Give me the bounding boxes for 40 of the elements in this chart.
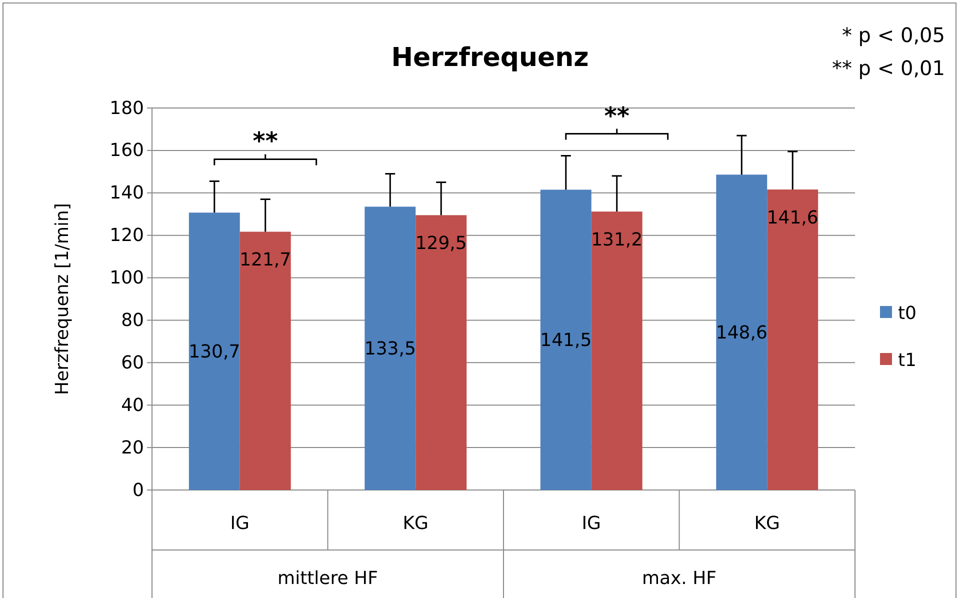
legend-label: t0 bbox=[898, 303, 917, 324]
chart-title: Herzfrequenz bbox=[391, 43, 589, 73]
bar bbox=[240, 232, 291, 490]
text: ** p < 0,01 bbox=[832, 56, 945, 80]
text: max. HF bbox=[642, 568, 717, 589]
y-tick-label: 40 bbox=[121, 394, 144, 416]
bar bbox=[591, 212, 642, 490]
x-tick-label: IG bbox=[582, 512, 602, 534]
data-label: 141,5 bbox=[540, 330, 592, 351]
legend-label: t1 bbox=[898, 350, 917, 371]
x-tick-label: IG bbox=[230, 512, 250, 534]
x-tick-label: KG bbox=[754, 512, 780, 534]
text: mittlere HF bbox=[278, 568, 378, 589]
data-label: 129,5 bbox=[415, 233, 467, 254]
y-tick-label: 120 bbox=[110, 225, 144, 246]
y-tick-label: 60 bbox=[121, 352, 144, 374]
data-label: 141,6 bbox=[766, 207, 818, 228]
y-tick-label: 100 bbox=[110, 268, 144, 289]
annotation: ** bbox=[604, 102, 630, 130]
y-axis-title: Herzfrequenz [1/min] bbox=[52, 203, 73, 395]
bar bbox=[416, 215, 467, 490]
bar bbox=[364, 206, 416, 490]
bar bbox=[767, 189, 818, 490]
y-tick-label: 80 bbox=[121, 310, 144, 331]
y-tick-label: 160 bbox=[110, 140, 144, 162]
annotation: ** bbox=[252, 127, 278, 156]
y-tick-label: 180 bbox=[110, 98, 144, 119]
y-tick-label: 20 bbox=[121, 437, 144, 458]
text: * p < 0,05 bbox=[842, 23, 945, 47]
data-label: 148,6 bbox=[716, 322, 768, 344]
data-label: 133,5 bbox=[364, 338, 416, 360]
data-label: 130,7 bbox=[188, 341, 240, 362]
bar bbox=[540, 190, 592, 490]
data-label: 121,7 bbox=[240, 250, 292, 271]
bar bbox=[716, 174, 768, 490]
y-tick-label: 0 bbox=[132, 480, 144, 501]
x-tick-label: KG bbox=[402, 512, 429, 534]
y-tick-label: 140 bbox=[110, 182, 144, 204]
bar bbox=[188, 212, 240, 490]
data-label: 131,2 bbox=[591, 230, 643, 251]
